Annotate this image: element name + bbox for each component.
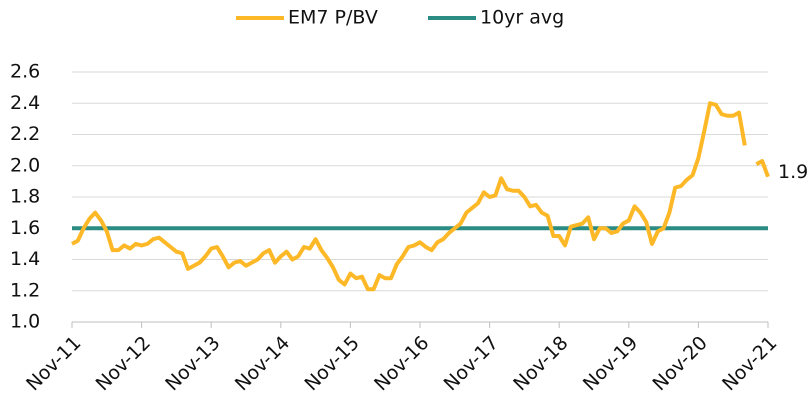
y-tick-label: 1.4 bbox=[10, 248, 40, 270]
y-tick-label: 1.2 bbox=[10, 279, 40, 301]
x-tick-label: Nov-17 bbox=[440, 332, 503, 395]
x-tick-label: Nov-12 bbox=[92, 332, 155, 395]
legend-label: 10yr avg bbox=[480, 7, 564, 29]
series-line bbox=[71, 101, 770, 292]
x-tick-label: Nov-14 bbox=[231, 332, 294, 395]
data-label: 1.9 bbox=[778, 161, 807, 183]
y-tick-label: 2.2 bbox=[10, 123, 40, 145]
x-tick-label: Nov-15 bbox=[300, 332, 363, 395]
y-tick-label: 2.6 bbox=[10, 61, 40, 83]
y-tick-label: 1.8 bbox=[10, 186, 40, 208]
y-tick-label: 1.6 bbox=[10, 217, 40, 239]
x-tick-label: Nov-16 bbox=[370, 332, 433, 395]
y-tick-label: 2.4 bbox=[10, 92, 40, 114]
x-tick-label: Nov-21 bbox=[718, 332, 781, 395]
x-tick-label: Nov-18 bbox=[509, 332, 572, 395]
x-tick-label: Nov-19 bbox=[579, 332, 642, 395]
y-tick-label: 1.0 bbox=[10, 311, 40, 333]
y-tick-label: 2.0 bbox=[10, 154, 40, 176]
x-tick-label: Nov-11 bbox=[22, 332, 85, 395]
x-tick-label: Nov-20 bbox=[648, 332, 711, 395]
legend-label: EM7 P/BV bbox=[288, 7, 378, 29]
x-tick-label: Nov-13 bbox=[161, 332, 224, 395]
